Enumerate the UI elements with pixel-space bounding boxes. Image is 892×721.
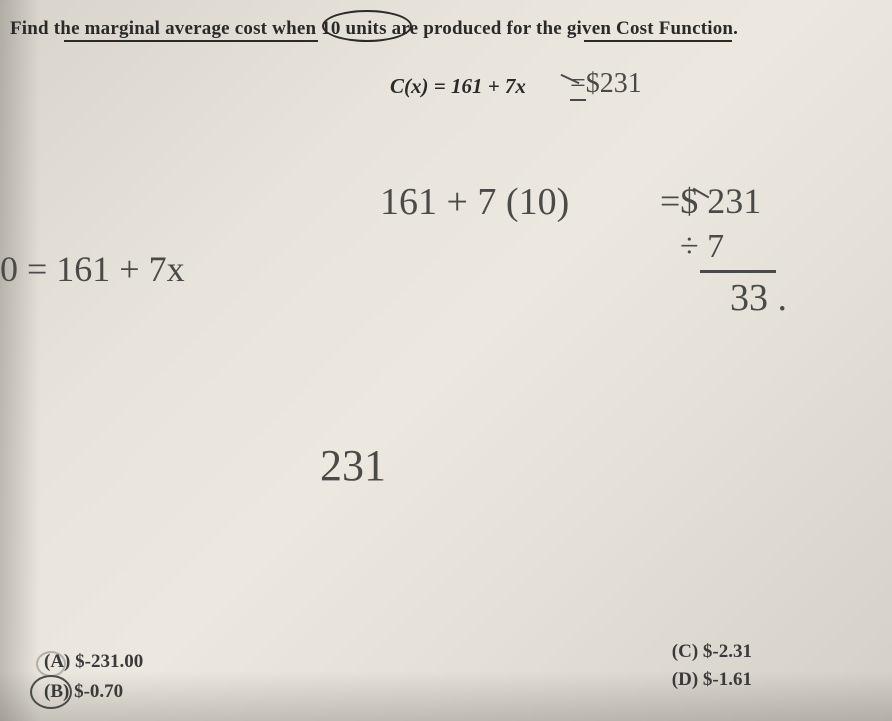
handwriting-quotient-33: 33 . [730, 276, 787, 320]
cost-function-formula: C(x) = 161 + 7x [390, 74, 526, 99]
prompt-suffix: are produced for the given [392, 18, 616, 39]
prompt-prefix: Find the [10, 18, 85, 39]
handwriting-left-equation: 0 = 161 + 7x [0, 248, 185, 290]
handwriting-divide-7: ÷ 7 [680, 228, 724, 266]
handwriting-mid-231: 231 [320, 440, 386, 491]
option-c[interactable]: (C) $-2.31 [672, 641, 752, 663]
page-shadow-left [0, 0, 40, 721]
option-d[interactable]: (D) $-1.61 [672, 669, 752, 691]
handwriting-substitution: 161 + 7 (10) [380, 180, 569, 224]
hw-top-231: $231 [586, 68, 642, 99]
underline-cost-function [584, 40, 732, 42]
handwriting-top-result: =$231 [570, 68, 642, 100]
hw-equals-top: = [570, 68, 586, 101]
circle-around-10-units [322, 10, 412, 42]
formula-rhs: 161 + 7x [451, 74, 526, 98]
underline-marginal-average-cost [64, 40, 318, 42]
formula-eq: = [429, 74, 451, 98]
cost-function-label: Cost Function. [616, 18, 738, 39]
prompt-key-phrase: marginal average cost when [85, 18, 317, 39]
handwriting-substitution-result: =$ 231 [660, 180, 761, 222]
formula-lhs: C(x) [390, 74, 429, 98]
page-shadow-bottom [0, 671, 892, 721]
circle-selected-option-b [30, 675, 72, 709]
handwriting-fraction-bar [700, 270, 776, 273]
pencil-mark-option-a [36, 651, 66, 677]
